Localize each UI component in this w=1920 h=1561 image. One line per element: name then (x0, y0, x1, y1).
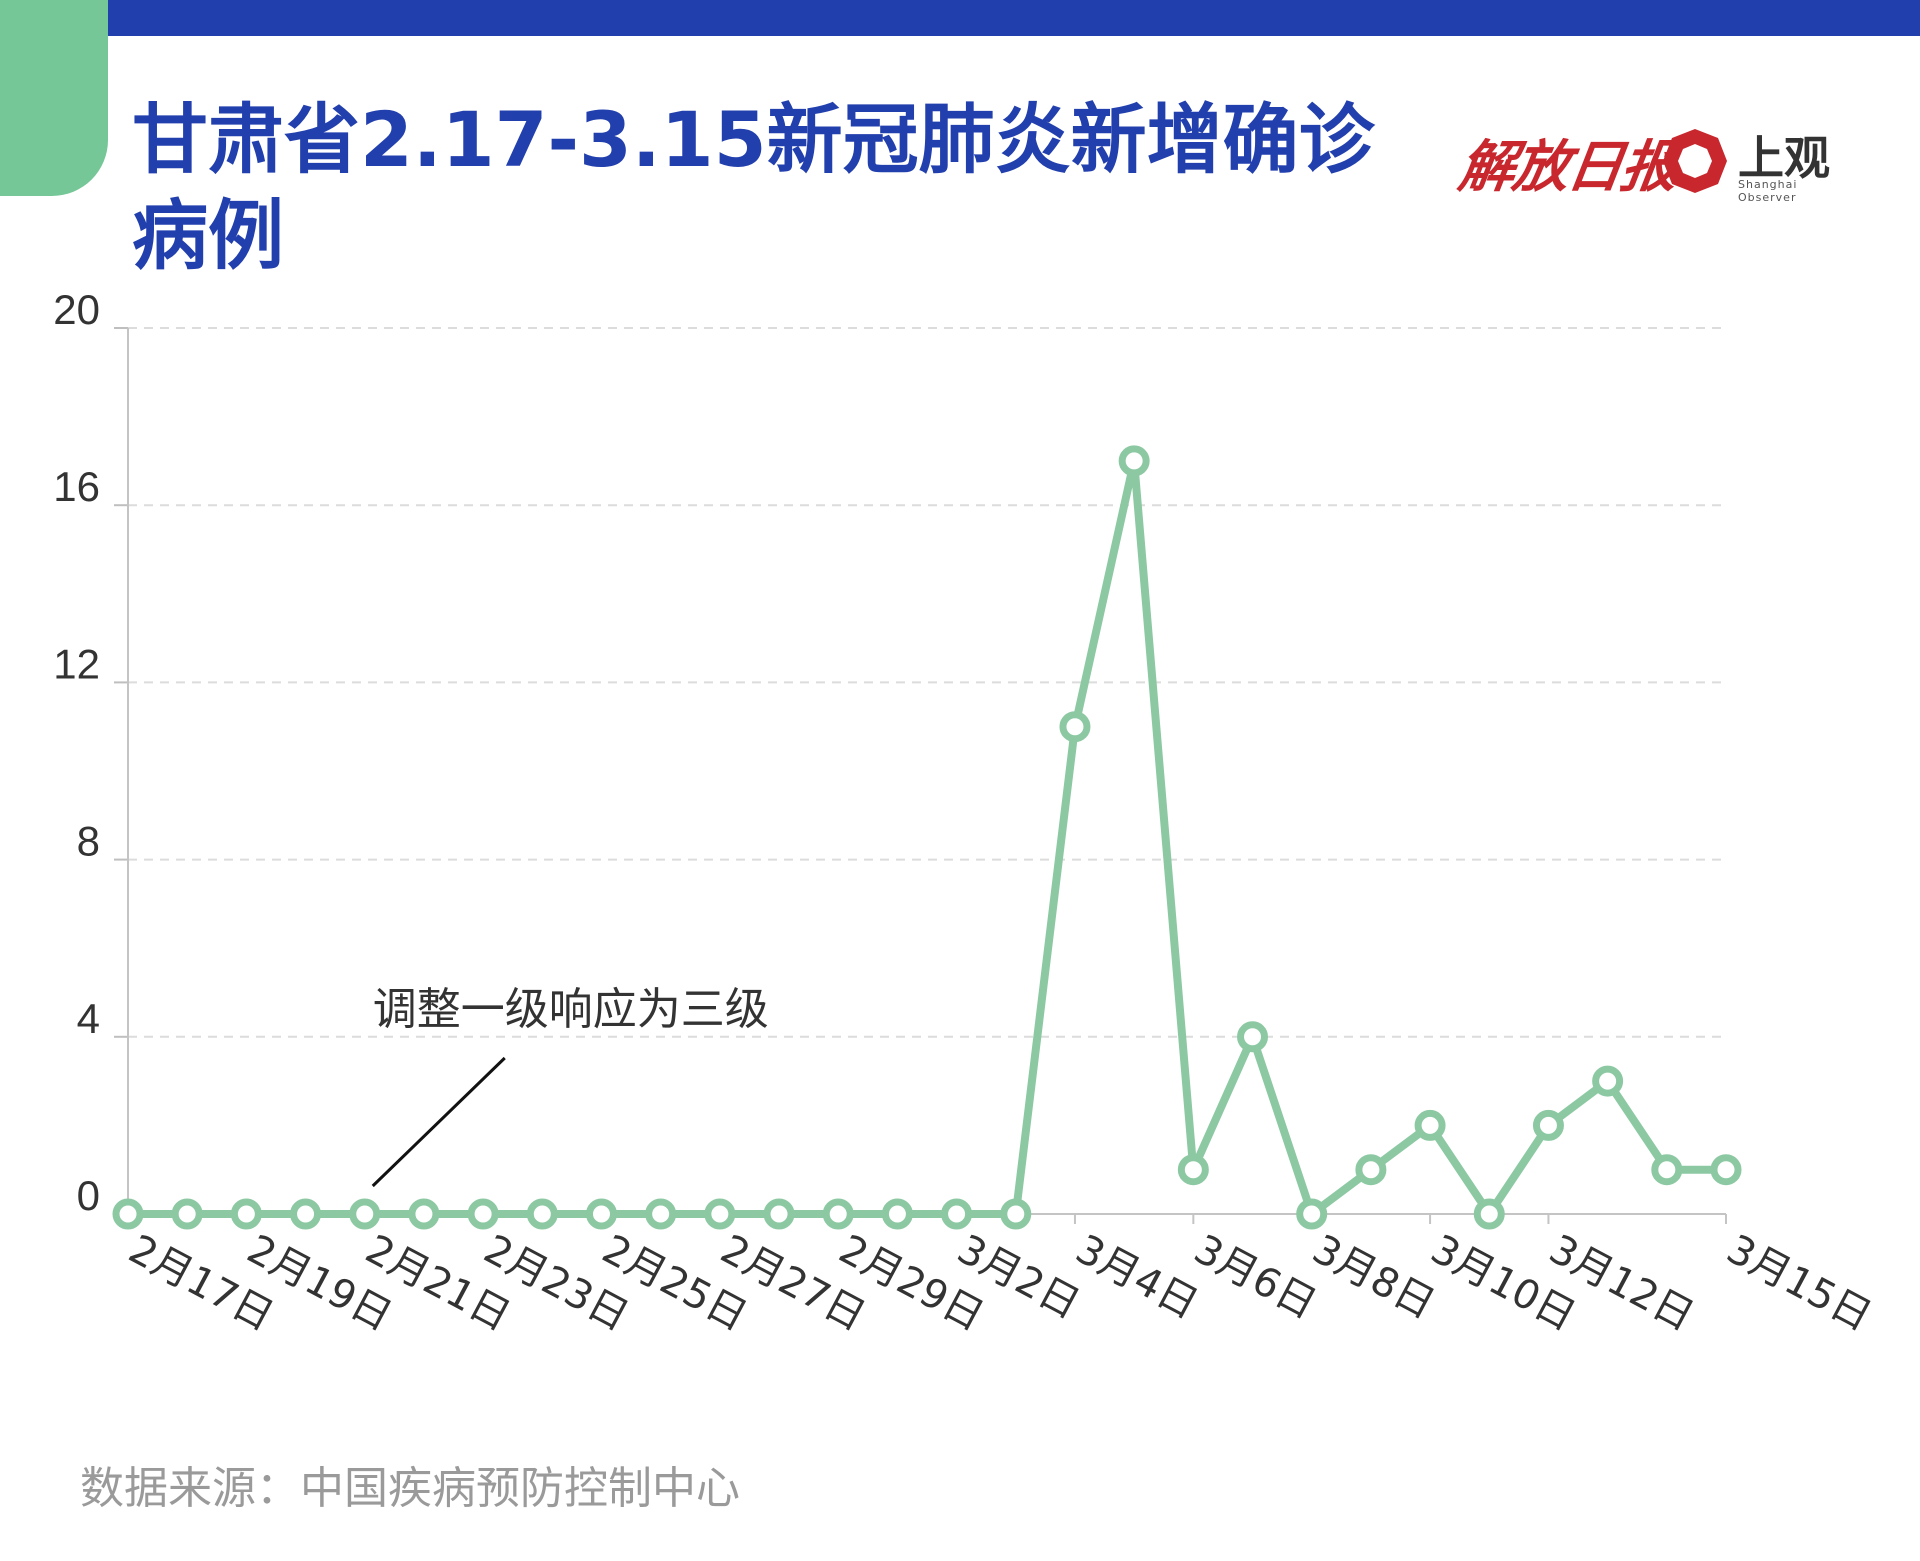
data-point (1177, 1154, 1209, 1186)
annotation-leader-line (371, 1056, 506, 1188)
data-point (585, 1198, 617, 1230)
annotation: 调整一级响应为三级 (371, 984, 769, 1188)
data-point (1651, 1154, 1683, 1186)
data-point (1118, 445, 1150, 477)
y-tick-label: 8 (77, 818, 100, 865)
grid-lines (128, 327, 1726, 1038)
y-tick-label: 16 (53, 463, 100, 510)
data-point (822, 1198, 854, 1230)
x-tick-label: 3月6日 (1187, 1226, 1324, 1328)
data-point (290, 1198, 322, 1230)
data-point (1355, 1154, 1387, 1186)
y-tick-label: 0 (77, 1172, 100, 1219)
corner-tab (0, 0, 108, 196)
data-point (1000, 1198, 1032, 1230)
x-tick-label: 3月8日 (1305, 1226, 1442, 1328)
data-point (763, 1198, 795, 1230)
data-point (349, 1198, 381, 1230)
y-tick-label: 12 (53, 640, 100, 687)
data-point (1296, 1198, 1328, 1230)
data-point (704, 1198, 736, 1230)
y-tick-label: 4 (77, 995, 100, 1042)
y-tick-labels: 0 4 8 12 16 20 (53, 286, 100, 1219)
brand-logos: 解放日报 上观 Shanghai Observer (1455, 112, 1860, 212)
data-point (230, 1198, 262, 1230)
data-point (1237, 1021, 1269, 1053)
annotation-label: 调整一级响应为三级 (373, 984, 769, 1035)
line-chart: 0 4 8 12 16 20 2月17日2月19日2月21日2月23日2月25日2月27日… (53, 286, 1879, 1340)
axes (114, 327, 1727, 1224)
data-point (645, 1198, 677, 1230)
data-series (112, 445, 1742, 1230)
data-point (881, 1198, 913, 1230)
data-point (467, 1198, 499, 1230)
chart-title: 甘肃省2.17-3.15新冠肺炎新增确诊病例 (132, 95, 1375, 280)
data-point (1059, 711, 1091, 743)
data-point (1473, 1198, 1505, 1230)
data-source-note: 数据来源：中国疾病预防控制中心 (80, 1463, 740, 1514)
shanghai-observer-logo-icon (1663, 129, 1727, 193)
data-point (1414, 1109, 1446, 1141)
top-accent-bar (0, 0, 1920, 36)
data-point (941, 1198, 973, 1230)
shanghai-observer-logo-text: 上观 (1738, 131, 1830, 185)
data-point (1592, 1065, 1624, 1097)
shanghai-observer-logo-subtitle: Shanghai Observer (1738, 178, 1798, 204)
x-tick-labels: 2月17日2月19日2月21日2月23日2月25日2月27日2月29日3月2日3… (121, 1226, 1879, 1340)
series-line (128, 456, 1726, 1218)
data-point (112, 1198, 144, 1230)
data-point (408, 1198, 440, 1230)
y-tick-label: 20 (53, 286, 100, 333)
x-tick-label: 3月15日 (1719, 1226, 1879, 1340)
data-point (526, 1198, 558, 1230)
x-tick-label: 3月4日 (1068, 1226, 1205, 1328)
data-point (1710, 1154, 1742, 1186)
data-point (1532, 1109, 1564, 1141)
data-point (171, 1198, 203, 1230)
